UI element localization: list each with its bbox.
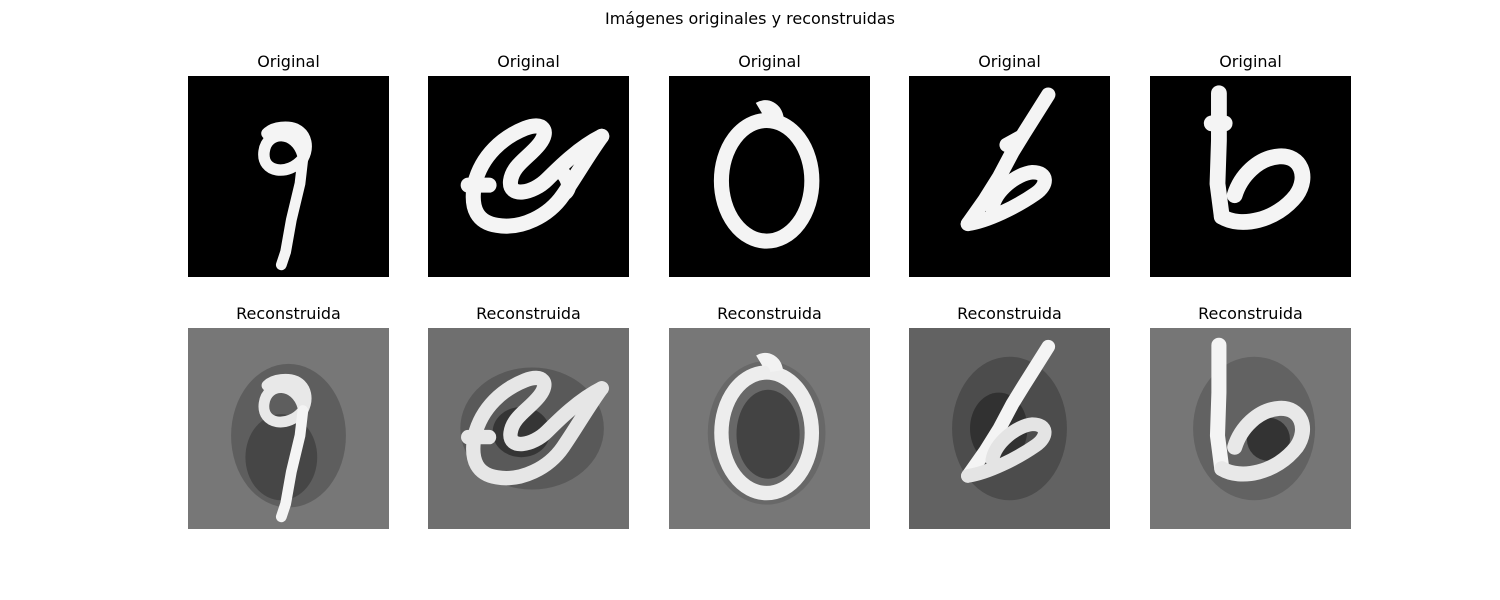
panel-title: Original (497, 52, 560, 71)
reconstruida-panel-4: Reconstruida (909, 304, 1110, 529)
reconstruida-panel-3: Reconstruida (669, 304, 870, 529)
digit-image (909, 328, 1110, 529)
panel-title: Original (738, 52, 801, 71)
digit-image (1150, 328, 1351, 529)
figure-title: Imágenes originales y reconstruidas (604, 9, 895, 28)
digit-image (1150, 76, 1351, 277)
panel-title: Reconstruida (236, 304, 341, 323)
panel-title: Reconstruida (957, 304, 1062, 323)
original-panel-3: Original (669, 52, 870, 277)
panel-title: Original (1219, 52, 1282, 71)
reconstruida-panel-2: Reconstruida (428, 304, 629, 529)
digit-image (188, 76, 389, 277)
panel-title: Reconstruida (717, 304, 822, 323)
digit-image (669, 328, 870, 529)
digit-image (428, 76, 629, 277)
panel-title: Reconstruida (476, 304, 581, 323)
panel-title: Original (257, 52, 320, 71)
reconstruida-panel-5: Reconstruida (1150, 304, 1351, 529)
digit-image (428, 328, 629, 529)
original-panel-5: Original (1150, 52, 1351, 277)
original-panel-2: Original (428, 52, 629, 277)
original-panel-1: Original (188, 52, 389, 277)
panel-title: Reconstruida (1198, 304, 1303, 323)
reconstruida-panel-1: Reconstruida (188, 304, 389, 529)
digit-image (188, 328, 389, 529)
digit-image (669, 76, 870, 277)
panel-title: Original (978, 52, 1041, 71)
digit-image (909, 76, 1110, 277)
original-panel-4: Original (909, 52, 1110, 277)
